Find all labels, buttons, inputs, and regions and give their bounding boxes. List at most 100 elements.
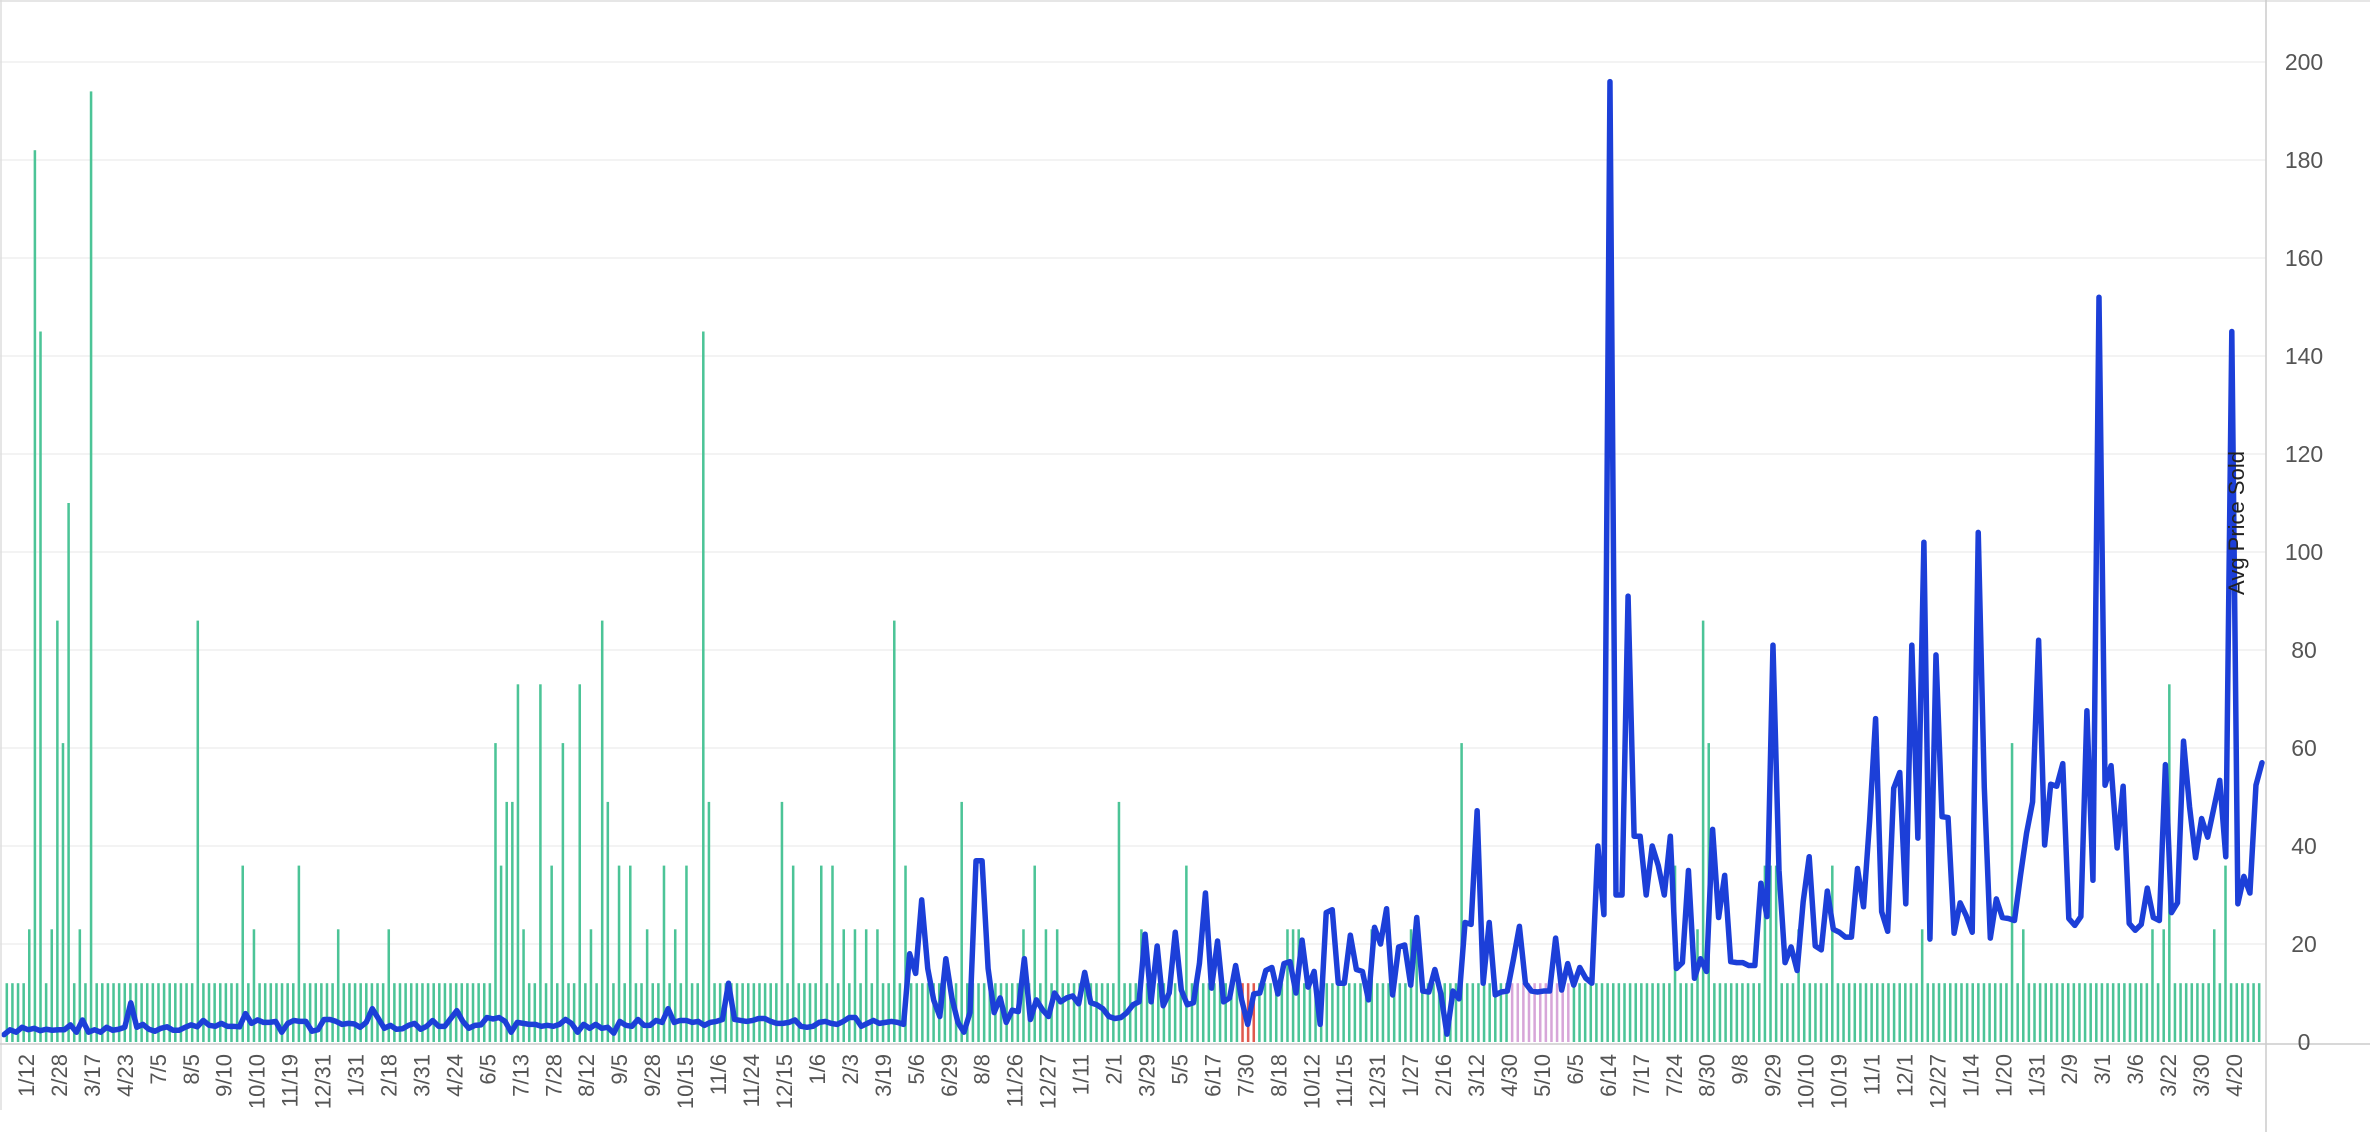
bar [1954, 983, 1958, 1042]
x-tick-label: 3/30 [2189, 1054, 2214, 1097]
bar [1072, 983, 1076, 1042]
bar [1095, 983, 1098, 1042]
bar [1977, 983, 1980, 1042]
bar [471, 983, 475, 1042]
x-tick-label: 3/6 [2123, 1054, 2148, 1085]
y-tick-label: 80 [2291, 637, 2317, 663]
bar [657, 983, 660, 1042]
bar [292, 983, 295, 1042]
bar [1325, 983, 1329, 1042]
bar [511, 801, 514, 1042]
bar [1555, 983, 1559, 1042]
bar [1651, 983, 1654, 1042]
x-tick-label: 11/24 [739, 1054, 764, 1107]
bar [1269, 983, 1272, 1042]
bar [1802, 983, 1806, 1042]
bar [308, 983, 312, 1042]
bar [1932, 983, 1935, 1042]
bar [1145, 983, 1149, 1042]
bar [1190, 983, 1194, 1042]
bar [174, 983, 177, 1042]
bar [1853, 983, 1857, 1042]
bar [235, 983, 239, 1042]
x-tick-label: 2/3 [838, 1054, 863, 1085]
bar [106, 983, 110, 1042]
x-tick-label: 4/30 [1497, 1054, 1522, 1097]
y-tick-label: 140 [2285, 343, 2323, 369]
bar [2111, 983, 2115, 1042]
bar [1656, 983, 1660, 1042]
bar [393, 983, 396, 1042]
bar [1819, 983, 1823, 1042]
x-tick-label: 1/20 [1991, 1054, 2016, 1097]
bar [460, 983, 464, 1042]
x-tick-label: 8/30 [1695, 1054, 1720, 1097]
bar [791, 865, 795, 1042]
bar [1039, 983, 1042, 1042]
bar [1522, 983, 1525, 1042]
bar [2156, 983, 2160, 1042]
bar [679, 983, 683, 1042]
bar [218, 983, 222, 1042]
bar [2106, 983, 2109, 1042]
x-tick-label: 3/12 [1464, 1054, 1489, 1097]
bar [16, 983, 20, 1042]
bar [1943, 983, 1946, 1042]
x-tick-label: 12/15 [772, 1054, 797, 1109]
bar [1583, 983, 1587, 1042]
bar [1735, 983, 1739, 1042]
bar [690, 983, 694, 1042]
bar [763, 983, 767, 1042]
bar [1207, 983, 1211, 1042]
bar [1668, 983, 1671, 1042]
bar [1151, 983, 1154, 1042]
y-tick-label: 100 [2285, 539, 2323, 565]
bar [870, 983, 874, 1042]
bar [11, 983, 14, 1042]
bar [213, 983, 216, 1042]
x-tick-label: 12/31 [1365, 1054, 1390, 1109]
bar [342, 983, 346, 1042]
bar [2061, 983, 2064, 1042]
bar [1634, 983, 1637, 1042]
bar [1286, 929, 1289, 1042]
bar [421, 983, 424, 1042]
bar [67, 503, 70, 1042]
bar [2179, 983, 2182, 1042]
bar [1314, 983, 1317, 1042]
bar [303, 983, 306, 1042]
bar [988, 983, 992, 1042]
bar [2252, 983, 2255, 1042]
x-tick-label: 6/29 [937, 1054, 962, 1097]
bar [2257, 983, 2261, 1042]
bar [673, 929, 677, 1042]
x-tick-label: 2/28 [47, 1054, 72, 1097]
bar [561, 743, 565, 1042]
x-tick-label: 4/23 [113, 1054, 138, 1097]
bar [1162, 983, 1166, 1042]
x-tick-label: 8/18 [1266, 1054, 1291, 1097]
bar [1055, 929, 1059, 1042]
bar [1499, 983, 1503, 1042]
bar [1157, 983, 1160, 1042]
x-tick-label: 4/20 [2222, 1054, 2247, 1097]
bar [2038, 983, 2042, 1042]
y-tick-label: 20 [2291, 931, 2317, 957]
bar [1404, 983, 1407, 1042]
bar [488, 983, 492, 1042]
y-tick-label: 60 [2291, 735, 2317, 761]
x-tick-label: 5/6 [904, 1054, 929, 1085]
x-tick-label: 7/28 [541, 1054, 566, 1097]
bar [932, 983, 935, 1042]
bar [909, 983, 913, 1042]
bar [814, 983, 817, 1042]
bar [1454, 983, 1458, 1042]
bar [1971, 983, 1974, 1042]
bar [2078, 983, 2081, 1042]
bar [1617, 983, 1621, 1042]
bar [1645, 983, 1649, 1042]
bar [1263, 983, 1267, 1042]
bar [1505, 983, 1508, 1042]
